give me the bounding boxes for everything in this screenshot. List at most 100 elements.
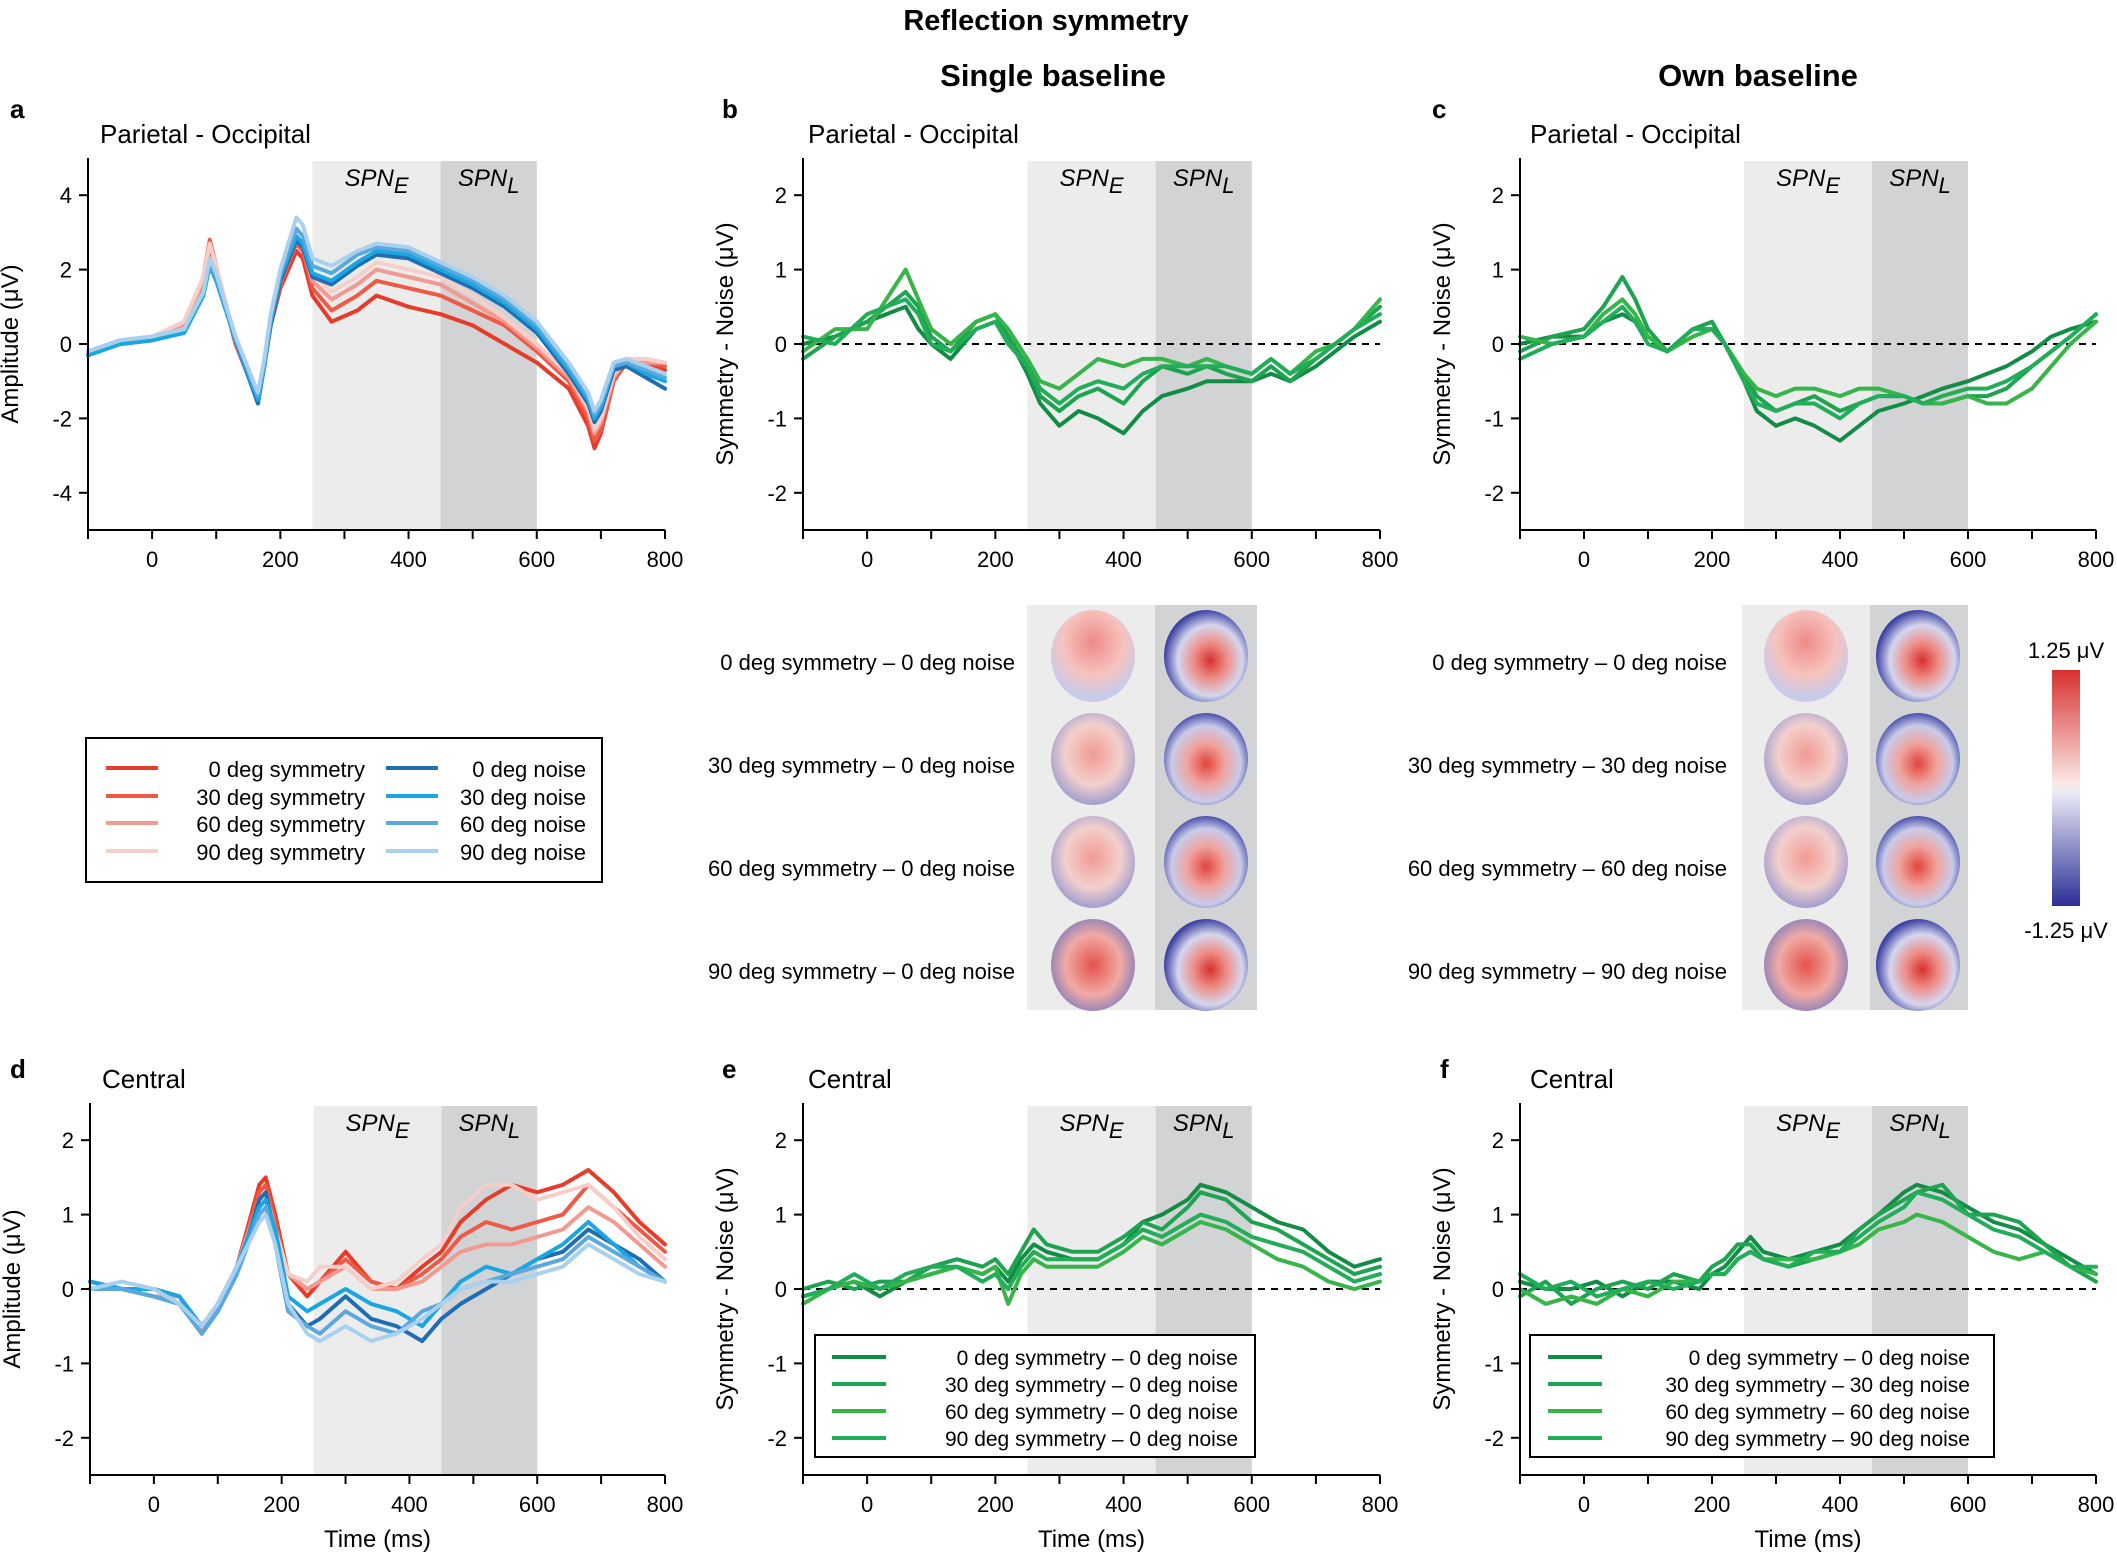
panel-c-xtick-label-600: 600 [1950, 547, 1987, 572]
topomap-single-1-late [1164, 713, 1248, 805]
panel-d-title: Central [102, 1064, 186, 1094]
panel-a-ytick-label--2: -2 [52, 406, 72, 431]
legend-f-label-0: 0 deg symmetry – 0 deg noise [1689, 1347, 1970, 1370]
panel-b-window-late [1155, 161, 1252, 530]
panel-a-ylabel: Amplitude (μV) [0, 264, 24, 423]
legend-a-label-sym-3: 90 deg symmetry [196, 840, 365, 865]
panel-letter-d: d [10, 1054, 26, 1084]
panel-a-xtick-label-400: 400 [390, 547, 427, 572]
panel-f-ytick-label--1: -1 [1484, 1351, 1504, 1376]
panel-c: SPNE SPNL 0 200 400 600 800 -2 -1 0 1 2 Parietal - O… [1429, 119, 2114, 572]
panel-a-ytick-label-4: 4 [60, 183, 72, 208]
panel-c-ytick-label-0: 0 [1492, 332, 1504, 357]
panel-c-title: Parietal - Occipital [1530, 119, 1741, 149]
panel-f-title: Central [1530, 1064, 1614, 1094]
topo-single-label-0: 0 deg symmetry – 0 deg noise [720, 650, 1015, 675]
colorbar-max-label: 1.25 μV [2028, 638, 2105, 663]
topomap-own-3-early [1764, 919, 1848, 1011]
panel-b-ytick-label--2: -2 [767, 481, 787, 506]
panel-c-ytick-label--1: -1 [1484, 406, 1504, 431]
panel-b-window-label-early: SPNE [1059, 165, 1123, 198]
panel-c-xtick-label-0: 0 [1578, 547, 1590, 572]
panel-f-ytick-label--2: -2 [1484, 1426, 1504, 1451]
panel-c-xtick-label-800: 800 [2078, 547, 2115, 572]
panel-d-series-7 [88, 1212, 667, 1344]
panel-letter-c: c [1432, 94, 1446, 124]
legend-f-frame [1529, 1334, 1995, 1458]
panel-c-series-2 [1518, 297, 2098, 406]
colorbar: 1.25 μV -1.25 μV [2024, 638, 2108, 943]
panel-e-window-label-late: SPNL [1173, 1110, 1235, 1143]
panel-b-series-0 [801, 304, 1382, 436]
panel-b-ytick-label--1: -1 [767, 406, 787, 431]
legend-f-label-2: 60 deg symmetry – 60 deg noise [1665, 1401, 1970, 1424]
panel-a-window-late [440, 161, 537, 530]
panel-b-series-3 [801, 297, 1382, 406]
topomap-own-1-early [1764, 713, 1848, 805]
topo-single-label-1: 30 deg symmetry – 0 deg noise [708, 753, 1015, 778]
panel-b-window-label-late: SPNL [1173, 165, 1235, 198]
panel-a-title: Parietal - Occipital [100, 119, 311, 149]
panel-c-ylabel: Symmetry - Noise (μV) [1429, 222, 1456, 465]
topo-own-label-3: 90 deg symmetry – 90 deg noise [1408, 959, 1727, 984]
panel-b: SPNE SPNL 0 200 400 600 800 -2 -1 0 1 2 Parietal - O… [712, 119, 1398, 572]
panel-d-xtick-label-200: 200 [263, 1492, 300, 1517]
panel-a-xtick-label-600: 600 [518, 547, 555, 572]
panel-b-series-1 [801, 289, 1382, 413]
panel-d: SPNE SPNL 0 200 400 600 800 -2 -1 0 1 2 Central Ampli… [0, 1064, 683, 1553]
panel-d-ytick-label--1: -1 [54, 1351, 74, 1376]
panel-c-window-early [1744, 161, 1872, 530]
colorbar-min-label: -1.25 μV [2024, 918, 2108, 943]
legend-e-frame [814, 1334, 1256, 1458]
panel-b-ytick-label-2: 2 [775, 183, 787, 208]
panel-f-series-2 [1518, 1212, 2098, 1306]
panel-a-ytick-label-2: 2 [60, 258, 72, 283]
panel-d-window-label-late: SPNL [459, 1110, 521, 1143]
topo-single-label-3: 90 deg symmetry – 0 deg noise [708, 959, 1015, 984]
panel-b-ytick-label-1: 1 [775, 258, 787, 283]
topomap-own-2-late [1876, 816, 1960, 908]
panel-letter-f: f [1440, 1054, 1449, 1084]
panel-e-ytick-label-0: 0 [775, 1277, 787, 1302]
panel-e: SPNE SPNL 0 200 400 600 800 -2 -1 0 1 2 Central Symme… [712, 1064, 1398, 1553]
legend-a-label-noise-0: 0 deg noise [472, 757, 586, 782]
panel-a-series-1 [86, 237, 667, 443]
panel-a: SPNE SPNL 0 200 400 600 800 -4 -2 0 2 4 Parietal - O… [0, 119, 683, 572]
panel-a-xtick-label-200: 200 [262, 547, 299, 572]
panel-b-xtick-label-800: 800 [1362, 547, 1399, 572]
panel-e-xtick-label-800: 800 [1362, 1492, 1399, 1517]
topomap-own-1-late [1876, 713, 1960, 805]
legend-a-label-noise-1: 30 deg noise [460, 785, 586, 810]
column-title-own-baseline: Own baseline [1658, 58, 1858, 93]
panel-e-ytick-label-2: 2 [775, 1128, 787, 1153]
legend-e: 0 deg symmetry – 0 deg noise 30 deg symm… [814, 1334, 1256, 1458]
legend-e-label-3: 90 deg symmetry – 0 deg noise [945, 1428, 1238, 1451]
figure-title: Reflection symmetry [903, 5, 1188, 37]
panel-e-plot: SPNE SPNL 0 200 400 600 800 -2 -1 0 1 2 Central Symme… [712, 1064, 1398, 1553]
panel-d-xtick-label-600: 600 [519, 1492, 556, 1517]
panel-letter-e: e [722, 1054, 736, 1084]
panel-d-ylabel: Amplitude (μV) [0, 1209, 26, 1368]
panel-d-xtick-label-400: 400 [391, 1492, 428, 1517]
panel-f: SPNE SPNL 0 200 400 600 800 -2 -1 0 1 2 Central Symme… [1429, 1064, 2114, 1553]
legend-e-label-1: 30 deg symmetry – 0 deg noise [945, 1374, 1238, 1397]
panel-f-ytick-label-1: 1 [1492, 1203, 1504, 1228]
topomap-own-3-late [1876, 919, 1960, 1011]
panel-e-window-label-early: SPNE [1059, 1110, 1123, 1143]
panel-a-plot: SPNE SPNL 0 200 400 600 800 -4 -2 0 2 4 Parietal - O… [0, 119, 683, 572]
topomap-single-3-early [1051, 919, 1135, 1011]
panel-e-ytick-label--2: -2 [767, 1426, 787, 1451]
panel-e-xlabel: Time (ms) [1038, 1526, 1145, 1553]
panel-f-ylabel: Symmetry - Noise (μV) [1429, 1167, 1456, 1410]
panel-d-xtick-label-0: 0 [148, 1492, 160, 1517]
legend-a-label-sym-1: 30 deg symmetry [196, 785, 365, 810]
panel-e-ylabel: Symmetry - Noise (μV) [712, 1167, 739, 1410]
legend-f: 0 deg symmetry – 0 deg noise 30 deg symm… [1529, 1334, 1995, 1458]
legend-a-label-sym-2: 60 deg symmetry [196, 812, 365, 837]
topo-single-label-2: 60 deg symmetry – 0 deg noise [708, 856, 1015, 881]
legend-e-label-2: 60 deg symmetry – 0 deg noise [945, 1401, 1238, 1424]
panel-f-xlabel: Time (ms) [1754, 1526, 1861, 1553]
topo-own-label-0: 0 deg symmetry – 0 deg noise [1432, 650, 1727, 675]
legend-a-frame [85, 737, 603, 883]
